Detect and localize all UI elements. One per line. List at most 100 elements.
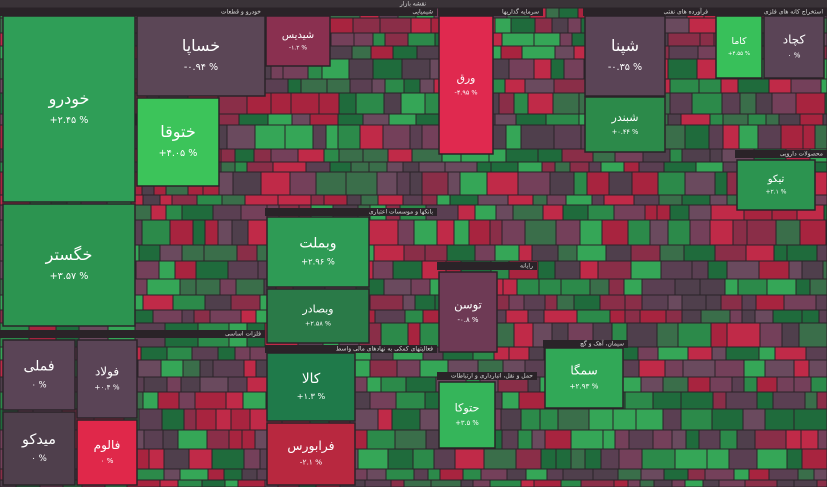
filler-tile <box>680 113 711 126</box>
stock-tile <box>2 411 76 486</box>
filler-tile <box>744 479 778 487</box>
filler-tile <box>290 92 320 115</box>
filler-tile <box>500 45 523 60</box>
filler-tile <box>700 309 731 324</box>
filler-tile <box>624 294 643 311</box>
filler-tile <box>387 148 413 163</box>
filler-tile <box>191 346 219 361</box>
filler-tile <box>579 260 599 280</box>
stock-symbol: شیدیس <box>282 30 314 41</box>
filler-tile <box>178 391 196 410</box>
filler-tile <box>699 278 726 296</box>
filler-tile <box>501 219 526 246</box>
filler-tile <box>546 468 564 481</box>
stock-symbol: سمگا <box>570 363 597 377</box>
filler-tile <box>159 479 179 487</box>
filler-tile <box>681 309 702 324</box>
stock-symbol: خودرو <box>48 89 90 109</box>
filler-tile <box>758 346 776 361</box>
filler-tile <box>662 376 689 393</box>
filler-tile <box>384 78 405 94</box>
stock-tile <box>136 15 266 97</box>
stock-tile <box>438 381 496 449</box>
filler-tile <box>570 448 586 470</box>
stock-change: +۲.۵۸ % <box>305 320 331 328</box>
filler-tile <box>177 479 203 487</box>
filler-tile <box>391 408 421 431</box>
filler-tile <box>745 244 775 262</box>
filler-tile <box>822 260 827 280</box>
filler-tile <box>305 161 331 173</box>
sector-name: محصولات دارویی <box>780 151 823 158</box>
stock-change: ۰ % <box>31 379 46 389</box>
filler-tile <box>743 359 766 378</box>
filler-tile <box>193 309 211 324</box>
filler-tile <box>246 161 274 173</box>
filler-tile <box>569 161 590 173</box>
filler-tile <box>382 124 411 150</box>
filler-tile <box>772 391 806 410</box>
filler-tile <box>188 448 213 470</box>
filler-tile <box>549 171 575 196</box>
stock-symbol: کچاد <box>783 32 806 46</box>
stock-tile <box>266 216 370 288</box>
filler-tile <box>414 294 436 311</box>
filler-tile <box>159 244 183 262</box>
filler-tile <box>212 204 242 221</box>
filler-tile <box>765 113 780 126</box>
sector-name: شیمیایی <box>412 9 433 16</box>
filler-tile <box>421 171 449 196</box>
filler-tile <box>719 429 738 450</box>
filler-tile <box>231 219 249 246</box>
filler-tile <box>527 92 554 115</box>
stock-tile <box>265 15 331 67</box>
filler-tile <box>738 124 759 150</box>
filler-tile <box>337 124 361 150</box>
filler-tile <box>506 468 527 481</box>
filler-tile <box>165 204 183 221</box>
stock-tile <box>584 96 666 153</box>
filler-tile <box>180 376 201 393</box>
stock-symbol: فولاد <box>95 364 119 379</box>
filler-tile <box>225 391 244 410</box>
filler-tile <box>352 17 381 34</box>
filler-tile <box>209 309 242 324</box>
filler-tile <box>349 78 373 94</box>
filler-tile <box>681 194 711 206</box>
filler-tile <box>289 171 317 196</box>
filler-tile <box>637 346 659 361</box>
filler-tile <box>502 278 518 296</box>
filler-tile <box>565 194 593 206</box>
filler-tile <box>659 244 685 262</box>
filler-tile <box>537 260 556 280</box>
filler-tile <box>143 429 164 450</box>
filler-tile <box>407 322 421 348</box>
filler-tile <box>576 309 611 324</box>
filler-tile <box>656 322 679 348</box>
sector-name: سرمایه گذاریها <box>502 8 539 16</box>
filler-tile <box>330 32 355 47</box>
filler-tile <box>369 294 404 311</box>
filler-tile <box>682 359 716 378</box>
filler-tile <box>459 171 488 196</box>
filler-tile <box>495 204 514 221</box>
filler-tile <box>388 113 417 126</box>
filler-tile <box>768 78 792 94</box>
filler-tile <box>635 408 664 431</box>
stock-change: +۲.۹۶ % <box>301 256 335 266</box>
stock-symbol: تیکو <box>767 174 785 185</box>
filler-tile <box>383 92 402 115</box>
filler-tile <box>501 429 519 450</box>
filler-tile <box>230 408 251 431</box>
filler-tile <box>350 161 370 173</box>
filler-tile <box>444 161 478 173</box>
filler-tile <box>627 479 641 487</box>
filler-tile <box>232 171 262 196</box>
filler-tile <box>490 161 519 173</box>
sector-name: استخراج کانه های فلزی <box>764 9 823 16</box>
filler-tile <box>323 194 348 206</box>
filler-tile <box>424 244 448 262</box>
filler-tile <box>162 429 179 450</box>
filler-tile <box>688 204 712 221</box>
filler-tile <box>194 391 227 410</box>
